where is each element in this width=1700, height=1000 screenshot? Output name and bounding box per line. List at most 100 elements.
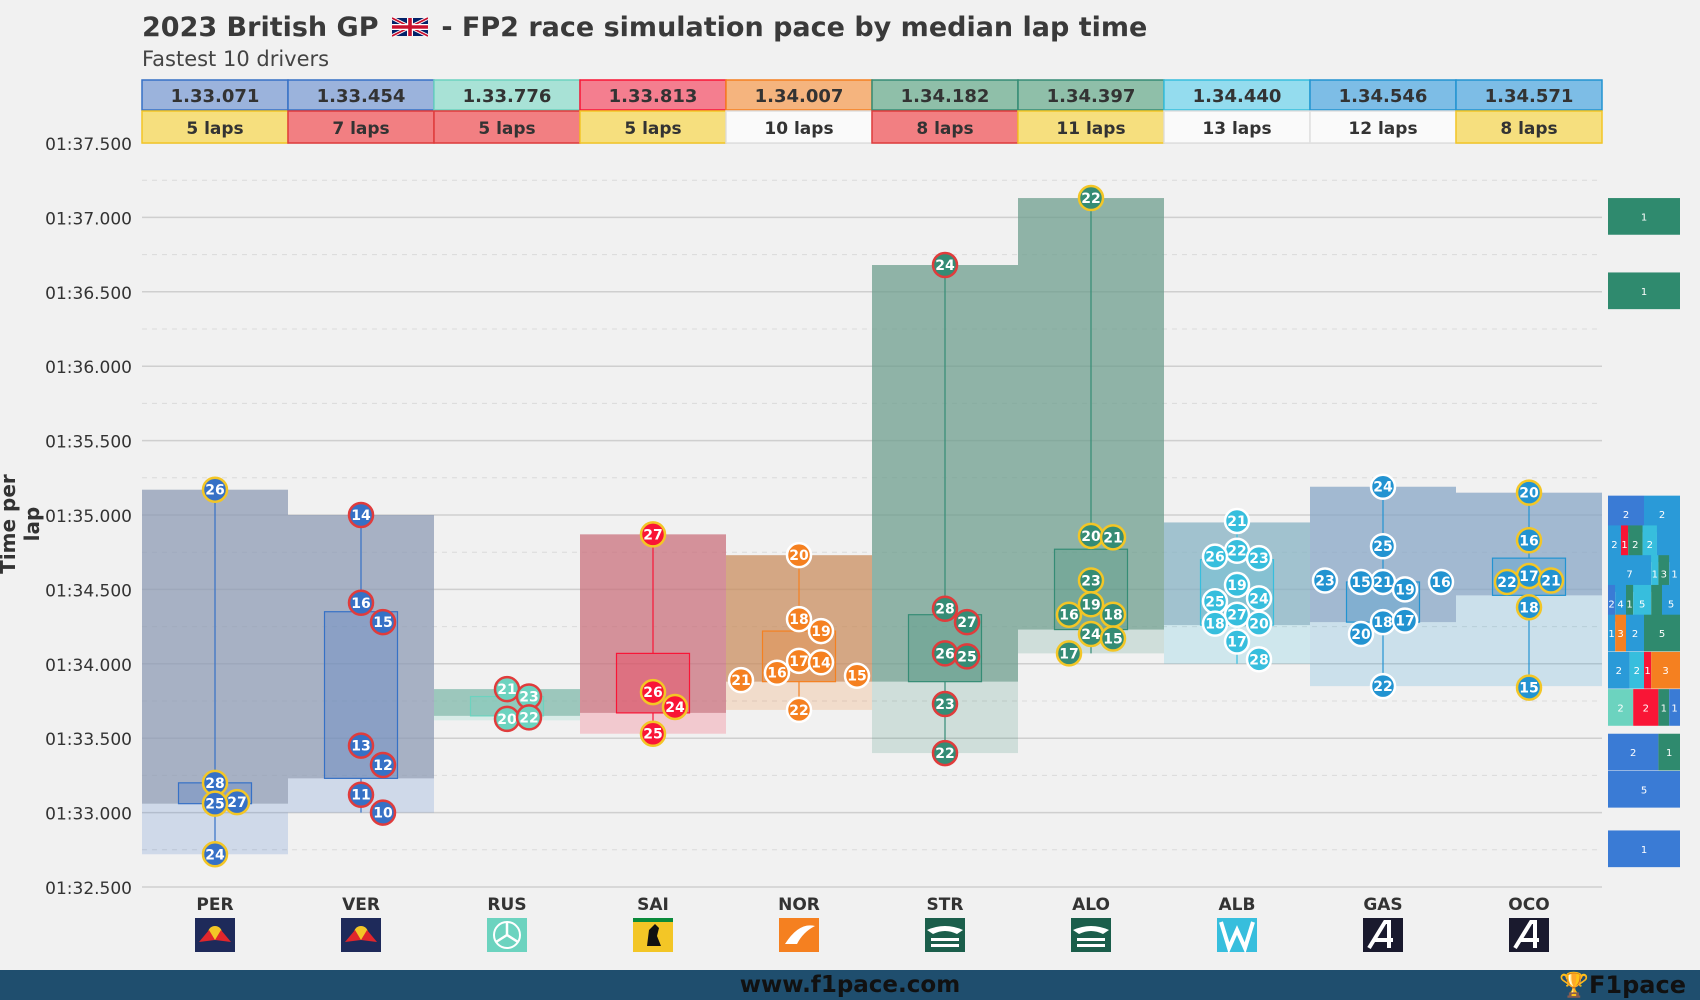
lap-point: 27 [1223, 601, 1251, 628]
histogram-segment [1626, 584, 1634, 622]
footer-brand: 🏆F1pace [1559, 971, 1686, 999]
lap-point: 26 [1201, 543, 1229, 570]
histogram-segment [1608, 272, 1680, 310]
histogram-segment [1620, 525, 1629, 563]
lap-point-label: 21 [1227, 514, 1246, 530]
lap-point: 15 [369, 608, 397, 636]
lap-point-marker [1245, 646, 1273, 673]
lap-point: 17 [1515, 562, 1543, 590]
median-label: 1.34.571 [1485, 86, 1574, 107]
x-tick-label: SAI [637, 895, 669, 915]
lap-point-marker [1223, 571, 1251, 599]
histogram-label: 2 [1643, 703, 1649, 714]
x-tick-label: ALB [1219, 895, 1256, 915]
lap-point-marker [1311, 567, 1339, 594]
lap-point: 21 [1537, 567, 1565, 594]
lap-point-marker [1391, 576, 1419, 603]
median-label: 1.33.454 [317, 86, 406, 107]
lap-point: 24 [931, 251, 959, 279]
lap-point: 20 [785, 541, 813, 569]
lap-point: 19 [1077, 591, 1105, 618]
histogram-bin: 1 [1608, 198, 1680, 235]
mercedes-logo-icon [487, 918, 527, 952]
lap-point-marker [1223, 507, 1251, 535]
lap-point-label: 13 [351, 739, 370, 755]
histogram-label: 1 [1641, 845, 1647, 856]
histogram-segment [1669, 555, 1680, 592]
lap-point-label: 23 [1315, 573, 1334, 589]
histogram-segment [1658, 733, 1680, 771]
y-tick-label: 01:37.500 [45, 135, 132, 155]
lap-point-label: 22 [1373, 679, 1392, 695]
y-tick-label: 01:33.500 [45, 730, 132, 750]
lap-point: 27 [223, 788, 251, 816]
lap-point: 22 [785, 696, 813, 724]
lap-point-marker [1245, 544, 1273, 572]
lap-point-label: 16 [1431, 575, 1450, 591]
laps-label: 10 laps [764, 119, 833, 139]
lap-point-marker [1077, 591, 1105, 618]
lap-point-label: 12 [373, 758, 392, 774]
lap-point: 25 [201, 790, 229, 817]
logo-line [1077, 944, 1105, 947]
lap-point: 19 [807, 617, 835, 645]
lap-point-label: 26 [205, 483, 224, 499]
lap-point-label: 26 [643, 685, 662, 701]
lap-point-label: 25 [957, 649, 976, 665]
lap-point: 24 [1369, 473, 1397, 500]
lap-point-label: 24 [205, 847, 225, 863]
lap-point-marker [347, 501, 375, 529]
histogram-segment [1644, 614, 1680, 652]
lap-point-label: 27 [643, 527, 662, 543]
logo-wings [1073, 926, 1109, 934]
lap-point: 13 [347, 732, 375, 759]
lap-point-marker [1515, 527, 1543, 554]
lap-point-marker [1515, 674, 1543, 701]
histogram-label: 1 [1652, 570, 1658, 581]
histogram-segment [1615, 614, 1626, 652]
lap-point-marker [1369, 473, 1397, 500]
lap-point-label: 11 [351, 788, 370, 804]
laps-box [725, 110, 873, 144]
histogram-segment [1608, 584, 1616, 622]
laps-box [1455, 110, 1603, 144]
logo-wings [927, 926, 963, 934]
histogram-label: 2 [1616, 666, 1622, 677]
lap-point-label: 22 [1081, 191, 1100, 207]
lap-point-label: 27 [1227, 608, 1246, 624]
histogram-segment [1662, 584, 1680, 622]
histogram-segment [1608, 689, 1634, 726]
lap-point-label: 21 [497, 682, 516, 698]
lap-point-marker [727, 666, 755, 694]
lap-point-marker [1427, 568, 1455, 596]
histogram-segment [1608, 198, 1680, 235]
lap-point-marker [931, 595, 959, 622]
logo-line [1077, 938, 1105, 941]
lap-point-marker [1223, 601, 1251, 628]
y-tick-label: 01:34.500 [45, 581, 132, 601]
lap-point-marker [1347, 620, 1375, 648]
lap-point-label: 15 [1103, 632, 1122, 648]
lap-point: 23 [1077, 567, 1105, 594]
histogram-label: 1 [1608, 629, 1614, 640]
lap-point-label: 23 [1081, 573, 1100, 589]
histogram-label: 2 [1623, 510, 1629, 521]
lap-point-label: 21 [731, 673, 750, 689]
lap-point-label: 19 [811, 624, 830, 640]
histogram-segment [1608, 651, 1630, 689]
lap-point-marker [347, 781, 375, 808]
lap-point-marker [201, 476, 229, 503]
astonmartin-logo-icon [925, 918, 965, 952]
lap-point-label: 16 [1519, 533, 1538, 549]
y-tick-label: 01:37.000 [45, 209, 132, 229]
lap-point: 22 [515, 704, 543, 731]
median-label: 1.34.007 [755, 86, 844, 107]
laps-box [1163, 110, 1311, 144]
median-box [1455, 79, 1603, 111]
lap-point-label: 18 [1205, 617, 1224, 633]
lap-point: 16 [1055, 601, 1083, 628]
footer-url[interactable]: www.f1pace.com [739, 972, 961, 998]
lap-point: 18 [1099, 601, 1127, 628]
lap-point: 17 [1055, 640, 1083, 667]
